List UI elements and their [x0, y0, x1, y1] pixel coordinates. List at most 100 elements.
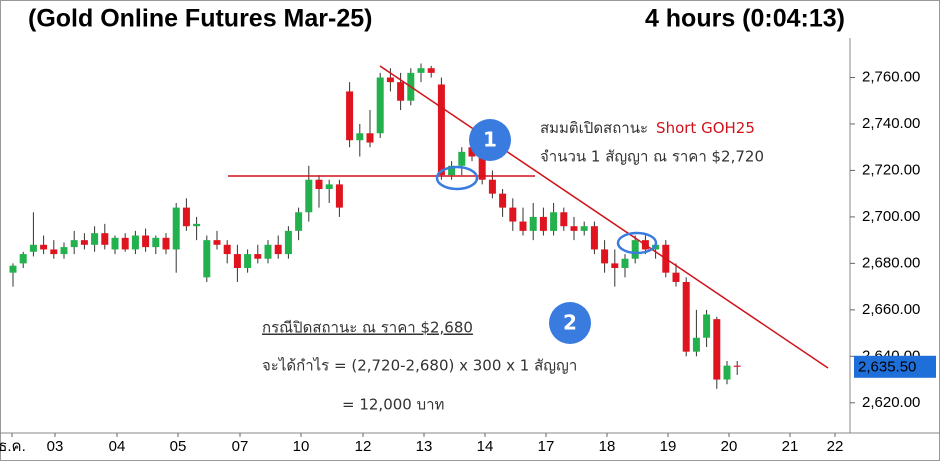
x-tick-label: 05 [170, 438, 187, 455]
candle-body [509, 207, 517, 222]
candle-body [478, 156, 486, 180]
x-tick-label: ธ.ค. [0, 438, 26, 455]
y-tick-label: 2,720.00 [862, 161, 920, 178]
candle-body [111, 237, 119, 250]
badge-label: 2 [563, 311, 577, 335]
candle-body [682, 281, 690, 352]
candle-body [560, 212, 568, 227]
candle-body [131, 235, 139, 250]
candle-body [152, 237, 160, 248]
candle-body [723, 365, 731, 380]
candle-body [611, 263, 619, 269]
candle-body [346, 91, 354, 141]
candle-body [101, 233, 109, 245]
plot [9, 63, 741, 389]
candle-body [448, 165, 456, 176]
x-tick-label: 07 [232, 438, 249, 455]
candle-body [468, 147, 476, 157]
x-tick-label: 21 [782, 438, 799, 455]
candle-body [121, 237, 129, 250]
y-tick-label: 2,620.00 [862, 394, 920, 411]
candle-body [162, 237, 170, 250]
candle-body [376, 77, 384, 134]
x-tick-label: 12 [355, 438, 372, 455]
candle-body [274, 244, 282, 255]
candle-body [193, 223, 201, 227]
candle-body [254, 254, 262, 259]
candle-body [417, 68, 425, 73]
badge [469, 119, 511, 161]
y-tick-label: 2,760.00 [862, 68, 920, 85]
candle-body [397, 82, 405, 101]
candle-body [284, 230, 292, 255]
candle-body [621, 258, 629, 269]
candle-body [580, 226, 588, 231]
candle-body [692, 337, 700, 352]
candle-body [40, 244, 48, 250]
candle-body [519, 221, 527, 231]
chart-subtitle: 4 hours (0:04:13) [645, 5, 845, 33]
candle-body [550, 212, 558, 231]
annotation-text: สมมติเปิดสถานะ [540, 119, 648, 137]
candle-body [529, 216, 537, 231]
x-tick-label: 13 [416, 438, 433, 455]
y-tick-label: 2,680.00 [862, 254, 920, 271]
candle-body [29, 244, 37, 252]
candle-body [50, 249, 58, 255]
candle-body [142, 235, 150, 248]
candle-body [733, 365, 741, 367]
candle-body [264, 244, 272, 259]
candle-body [233, 254, 241, 269]
y-tick-label: 2,740.00 [862, 115, 920, 132]
annotation: จำนวน 1 สัญญา ณ ราคา $2,720 [540, 148, 764, 166]
annotation: สมมติเปิดสถานะ Short GOH25 [540, 119, 755, 137]
y-tick-label: 2,660.00 [862, 301, 920, 318]
candle-body [335, 184, 343, 208]
candle-body [244, 254, 252, 269]
candle-body [499, 193, 507, 208]
candle-body [713, 319, 721, 380]
candle-body [60, 247, 68, 255]
candle-body [80, 240, 88, 245]
candle-body [213, 240, 221, 245]
x-tick-label: 18 [599, 438, 616, 455]
x-tick-label: 19 [660, 438, 677, 455]
candle-body [315, 179, 323, 190]
candle-body [539, 216, 547, 231]
candle-body [305, 179, 313, 213]
candle-body [590, 226, 598, 250]
candle-body [366, 133, 374, 143]
x-tick-label: 17 [538, 438, 555, 455]
chart-title: (Gold Online Futures Mar-25) [28, 5, 372, 33]
candle-body [203, 240, 211, 278]
candle-body [601, 249, 609, 264]
x-tick-label: 22 [827, 438, 844, 455]
x-tick-label: 20 [721, 438, 738, 455]
trend-line [379, 65, 829, 369]
candle-body [9, 265, 17, 273]
candle-body [70, 240, 78, 248]
annotation: จะได้กำไร = (2,720-2,680) x 300 x 1 สัญญ… [262, 357, 577, 375]
last-price-label: 2,635.50 [858, 359, 916, 376]
x-tick-label: 14 [477, 438, 494, 455]
candle-body [91, 233, 99, 245]
candle-body [223, 244, 231, 255]
y-tick-label: 2,700.00 [862, 208, 920, 225]
candle-body [488, 179, 496, 194]
badge-label: 1 [483, 128, 497, 152]
badge [549, 302, 591, 344]
candle-body [19, 254, 27, 264]
candle-body [182, 207, 190, 227]
entry-ellipse [435, 165, 479, 191]
candle-body [172, 207, 180, 250]
candle-body [703, 314, 711, 338]
annotation: = 12,000 บาท [342, 396, 444, 414]
x-tick-label: 03 [47, 438, 64, 455]
annotation: กรณีปิดสถานะ ณ ราคา $2,680 [262, 319, 473, 337]
x-tick-label: 04 [109, 438, 126, 455]
candle-body [427, 68, 435, 73]
x-tick-label: 10 [293, 438, 310, 455]
last-price-box [854, 355, 936, 378]
